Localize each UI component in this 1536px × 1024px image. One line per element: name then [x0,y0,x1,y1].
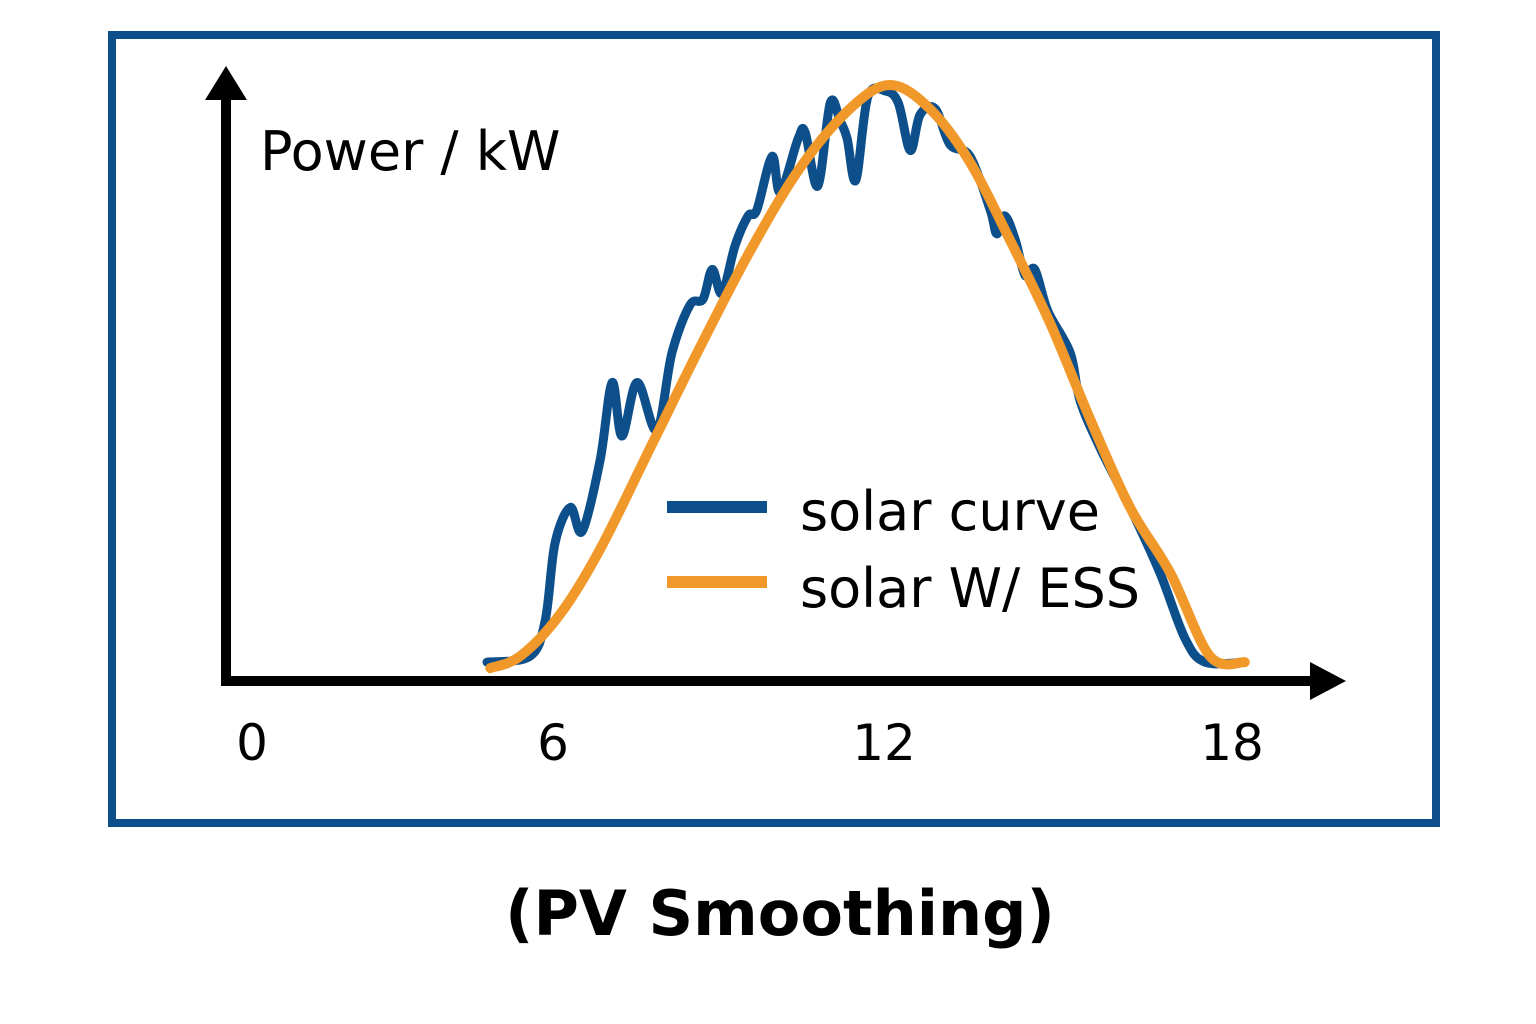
chart-title: (PV Smoothing) [505,877,1055,950]
x-tick-label: 0 [236,714,268,772]
chart-frame [108,31,1440,827]
x-tick-label: 12 [852,714,916,772]
series-line-solar-ess [485,80,1250,674]
legend: solar curve solar W/ ESS [667,480,1140,620]
x-tick-label: 6 [537,714,569,772]
y-axis-arrow [205,66,247,100]
legend-label-solar-ess: solar W/ ESS [800,557,1140,620]
x-tick-label: 18 [1200,714,1264,772]
y-axis-label: Power / kW [260,120,560,183]
legend-label-solar-curve: solar curve [800,480,1100,543]
x-axis-arrow [1310,662,1346,700]
